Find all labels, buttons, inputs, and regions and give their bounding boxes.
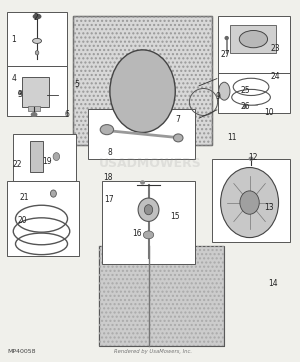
Text: 20: 20	[18, 216, 28, 225]
Text: 27: 27	[220, 50, 230, 59]
Bar	[100, 246, 224, 346]
Text: MP40058: MP40058	[7, 349, 36, 354]
Ellipse shape	[18, 91, 21, 95]
Bar	[7, 12, 67, 66]
Ellipse shape	[33, 38, 41, 43]
Text: Rendered by UsaMowers, Inc.: Rendered by UsaMowers, Inc.	[114, 349, 192, 354]
Text: 17: 17	[104, 195, 114, 204]
Text: 9: 9	[216, 92, 221, 101]
Bar	[28, 106, 40, 111]
Text: 8: 8	[107, 148, 112, 157]
Text: 23: 23	[270, 43, 280, 52]
Ellipse shape	[35, 51, 39, 55]
Ellipse shape	[32, 113, 37, 116]
Ellipse shape	[220, 168, 278, 237]
Text: 10: 10	[264, 108, 274, 117]
Text: 11: 11	[227, 133, 236, 142]
Text: 14: 14	[268, 279, 278, 288]
Ellipse shape	[225, 37, 228, 39]
Ellipse shape	[239, 30, 268, 48]
Bar	[218, 73, 290, 113]
Text: 7: 7	[176, 115, 181, 124]
Ellipse shape	[110, 50, 175, 132]
Bar	[102, 181, 195, 264]
Text: 6: 6	[64, 110, 69, 119]
Ellipse shape	[173, 134, 183, 142]
Bar	[30, 142, 43, 172]
Bar	[7, 66, 67, 116]
Ellipse shape	[100, 125, 114, 135]
Text: 19: 19	[43, 157, 52, 166]
Ellipse shape	[141, 181, 144, 184]
Bar	[22, 77, 49, 108]
Ellipse shape	[138, 198, 159, 222]
Ellipse shape	[33, 14, 41, 18]
Bar	[13, 134, 76, 181]
Text: 2: 2	[33, 13, 38, 22]
Ellipse shape	[143, 231, 154, 239]
Text: USADMOWERS: USADMOWERS	[99, 156, 201, 169]
Bar	[100, 246, 224, 346]
Text: 22: 22	[13, 160, 22, 169]
Text: 26: 26	[240, 102, 250, 111]
Text: 3: 3	[17, 90, 22, 99]
Text: 21: 21	[20, 193, 29, 202]
Bar	[230, 25, 276, 54]
Ellipse shape	[53, 153, 60, 160]
Text: 5: 5	[75, 80, 80, 89]
Text: 13: 13	[264, 203, 274, 212]
Ellipse shape	[244, 105, 246, 108]
Text: 24: 24	[270, 72, 280, 81]
Ellipse shape	[240, 191, 259, 214]
Text: 12: 12	[248, 153, 257, 162]
Bar	[88, 109, 195, 159]
Text: 15: 15	[170, 212, 180, 222]
Ellipse shape	[144, 205, 153, 215]
Ellipse shape	[219, 82, 230, 100]
Bar	[212, 159, 290, 242]
Text: 16: 16	[132, 228, 141, 237]
Bar	[73, 16, 212, 145]
Bar	[73, 16, 212, 145]
Text: 18: 18	[103, 173, 112, 182]
Text: 4: 4	[11, 74, 16, 83]
Bar	[7, 181, 79, 256]
Text: 1: 1	[11, 35, 16, 43]
Text: 25: 25	[240, 86, 250, 94]
Ellipse shape	[249, 157, 253, 160]
Ellipse shape	[50, 190, 56, 197]
Bar	[218, 16, 290, 73]
